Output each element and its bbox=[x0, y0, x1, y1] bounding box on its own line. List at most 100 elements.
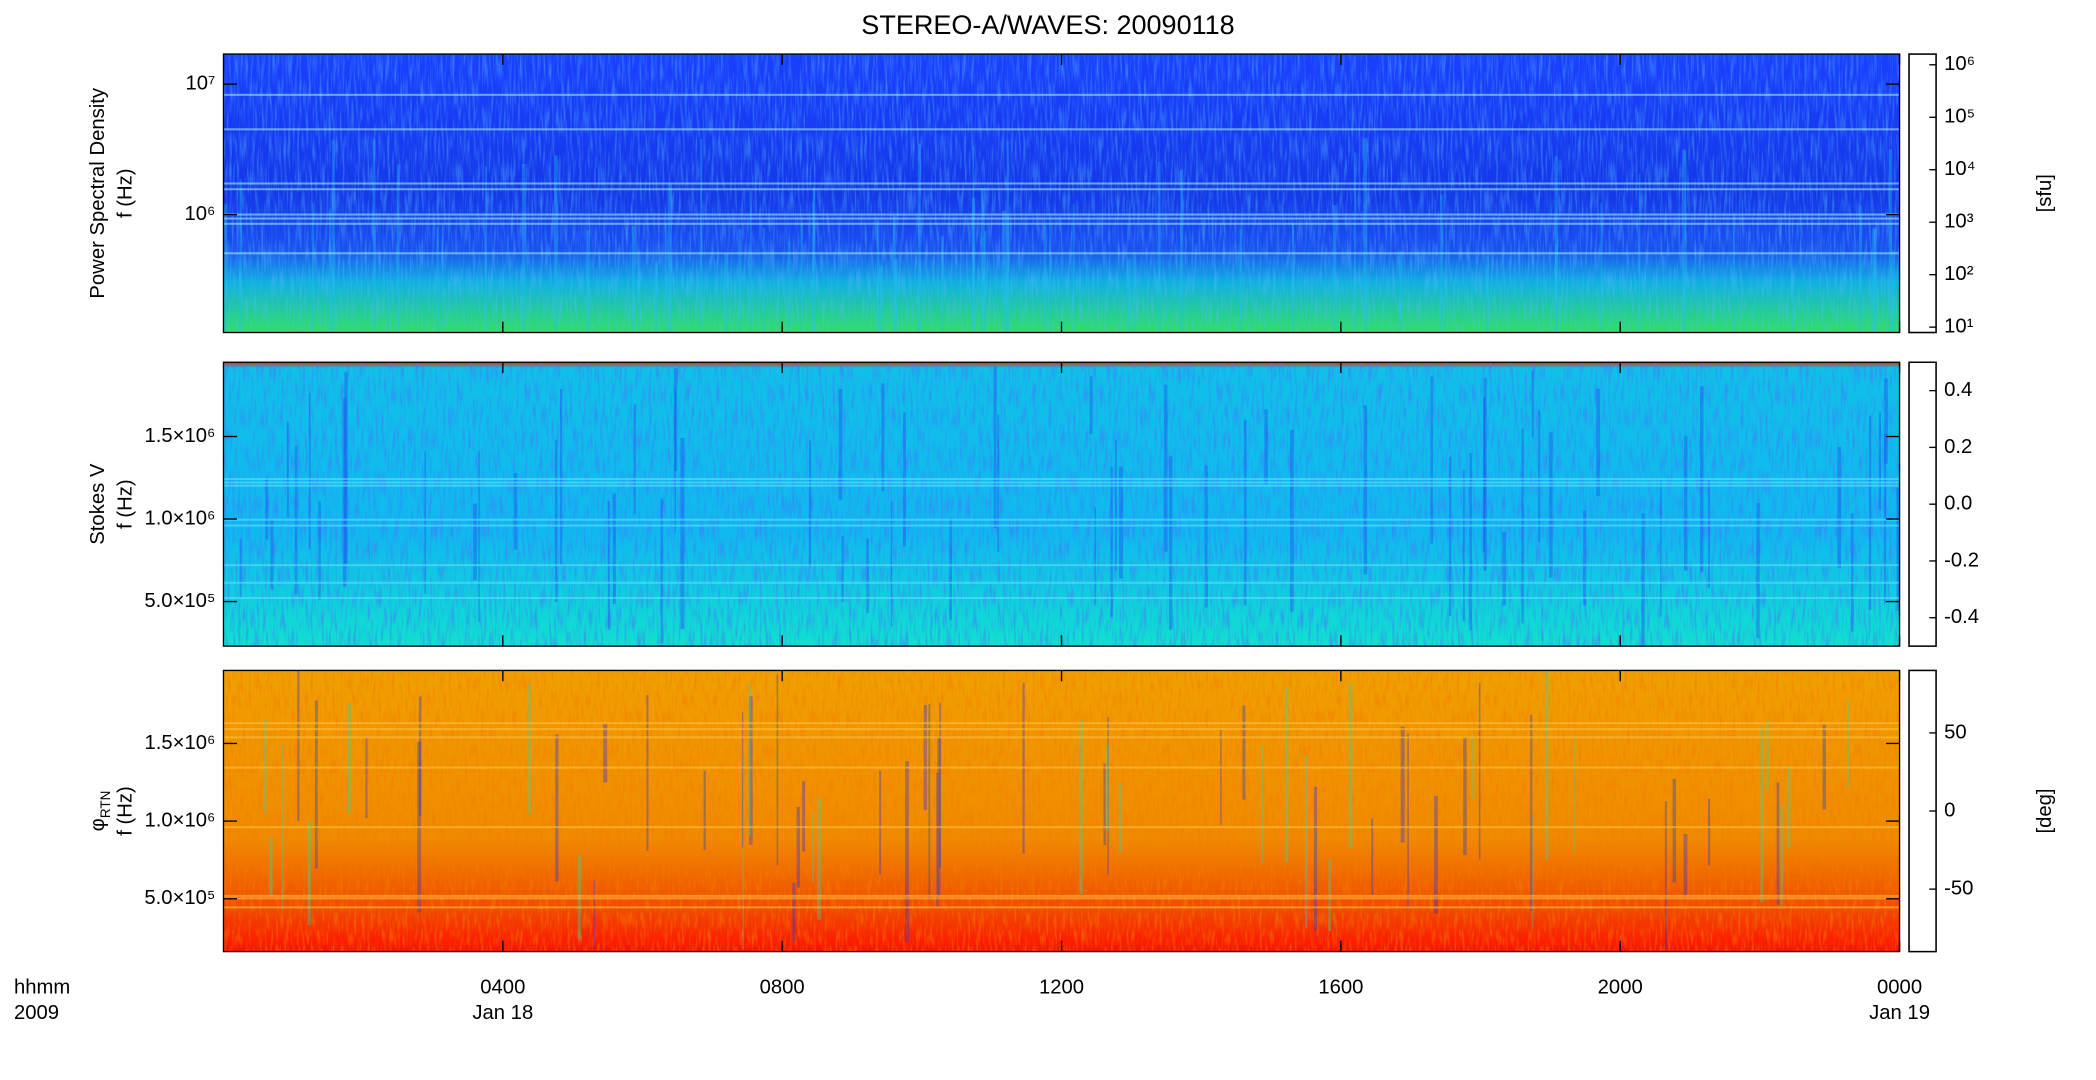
spectrogram-streak bbox=[1407, 733, 1409, 908]
spectrogram-streak bbox=[749, 190, 752, 333]
spectrogram-streak bbox=[1348, 683, 1353, 849]
spectrogram-streak bbox=[1002, 211, 1005, 333]
spectrogram-streak bbox=[297, 670, 300, 822]
spectrogram-streak bbox=[1873, 228, 1877, 333]
spectrogram-streak bbox=[346, 703, 351, 814]
spectrogram-streak bbox=[654, 261, 658, 333]
spectrogram-streak bbox=[1545, 671, 1549, 860]
spectrogram-streak bbox=[1891, 250, 1896, 333]
spectrogram-streak bbox=[1157, 161, 1161, 333]
spectrogram-streak bbox=[792, 882, 796, 942]
spectrogram-streak bbox=[473, 503, 478, 581]
spectrogram-streak bbox=[984, 230, 986, 333]
spectrogram-streak bbox=[1133, 252, 1137, 333]
spectrogram-streak bbox=[1478, 683, 1481, 860]
spectrogram-band bbox=[223, 897, 1900, 900]
spectrogram-streak bbox=[703, 770, 706, 850]
spectrogram-streak bbox=[1313, 787, 1318, 931]
spectrogram-streak bbox=[741, 711, 744, 848]
spectrogram-streak bbox=[1363, 138, 1368, 333]
spectrogram-streak bbox=[478, 451, 480, 622]
spectrogram-streak bbox=[1448, 456, 1452, 616]
spectrogram-streak bbox=[265, 477, 269, 540]
spectrogram-streak bbox=[866, 538, 869, 614]
spectrogram-streak bbox=[1756, 503, 1760, 639]
spectrogram-streak bbox=[1837, 446, 1842, 568]
spectrogram-streak bbox=[1244, 419, 1247, 606]
spectrogram-streak bbox=[527, 684, 532, 815]
spectrogram-streak bbox=[1115, 439, 1117, 571]
y-axis-label: Power Spectral Density bbox=[87, 87, 109, 298]
colorbar-tick-label: 10² bbox=[1944, 263, 1974, 285]
spectrogram-streak bbox=[742, 757, 744, 950]
colorbar-frame bbox=[1908, 53, 1937, 334]
spectrogram-streak bbox=[1430, 376, 1433, 544]
spectrogram-streak bbox=[344, 371, 348, 564]
spectrogram-streak bbox=[270, 519, 274, 590]
spectrogram-band bbox=[223, 222, 1900, 225]
y-axis-label: Stokes V bbox=[87, 463, 109, 545]
spectrogram-streak bbox=[560, 388, 563, 565]
x-tick-label: 0800 bbox=[760, 976, 805, 998]
spectrogram-streak bbox=[876, 219, 880, 333]
spectrogram-streak bbox=[1600, 202, 1603, 333]
spectrogram-streak bbox=[593, 880, 596, 949]
spectrogram-streak bbox=[1486, 255, 1490, 333]
y-tick-label: 10⁶ bbox=[184, 203, 215, 225]
spectrogram-streak bbox=[673, 368, 678, 471]
spectrogram-streak bbox=[555, 734, 559, 882]
spectrogram-streak bbox=[239, 538, 242, 598]
spectrogram-streak bbox=[612, 493, 616, 605]
spectrogram-streak bbox=[1482, 397, 1486, 553]
spectrogram-streak bbox=[1682, 149, 1687, 333]
spectrogram-streak bbox=[1284, 687, 1289, 863]
spectrogram-streak bbox=[800, 224, 803, 333]
spectrogram-streak bbox=[554, 155, 558, 333]
spectrogram-streak bbox=[748, 684, 751, 836]
y-tick-label: 5.0×10⁵ bbox=[144, 590, 215, 612]
spectrogram-band bbox=[223, 188, 1900, 191]
spectrogram-streak bbox=[1531, 815, 1534, 929]
spectrogram-texture bbox=[223, 670, 1900, 952]
spectrogram-streak bbox=[331, 139, 335, 333]
x-date-label: Jan 19 bbox=[1869, 1002, 1930, 1024]
spectrogram-streak bbox=[1043, 225, 1046, 333]
spectrogram-streak bbox=[614, 275, 617, 333]
spectrogram-streak bbox=[1780, 804, 1784, 906]
spectrogram-streak bbox=[881, 383, 885, 492]
spectrogram-streak bbox=[664, 224, 667, 333]
spectrogram-streak bbox=[1169, 456, 1173, 630]
spectrogram-band bbox=[223, 906, 1900, 909]
y-axis-label-text: φ bbox=[87, 818, 109, 831]
spectrogram-streak bbox=[749, 696, 753, 845]
spectrogram-streak bbox=[1872, 228, 1876, 333]
spectrogram-band bbox=[223, 182, 1900, 185]
spectrogram-band bbox=[223, 524, 1900, 527]
spectrogram-streak bbox=[1006, 140, 1009, 333]
spectrogram-streak bbox=[1126, 258, 1131, 333]
spectrogram-streak bbox=[1049, 212, 1051, 333]
colorbar-tick-label: 0.4 bbox=[1944, 379, 1972, 401]
spectrogram-streak bbox=[646, 694, 649, 852]
spectrogram-streak bbox=[1732, 213, 1735, 333]
spectrogram-streak bbox=[879, 266, 883, 333]
spectrogram-streak bbox=[1469, 453, 1472, 631]
colorbar-tick-label: 10⁶ bbox=[1944, 53, 1975, 75]
spectrogram-streak bbox=[674, 387, 677, 533]
spectrogram-streak bbox=[1119, 466, 1123, 579]
spectrogram-streak bbox=[1261, 745, 1264, 863]
y-axis-label-sub: RTN bbox=[97, 791, 112, 819]
spectrogram-streak bbox=[372, 138, 376, 333]
spectrogram-streak bbox=[521, 163, 526, 333]
spectrogram-streak bbox=[993, 366, 997, 529]
x-tick-label: 0000 bbox=[1877, 976, 1922, 998]
spectrogram-streak bbox=[787, 241, 791, 333]
spectrogram-streak bbox=[941, 236, 944, 333]
spectrogram-streak bbox=[436, 226, 439, 333]
spectrogram-streak bbox=[485, 166, 488, 333]
y-axis-label: f (Hz) bbox=[115, 169, 137, 219]
x-date-label: Jan 18 bbox=[472, 1002, 533, 1024]
spectrogram-streak bbox=[1094, 507, 1097, 606]
colorbar-tick-label: -0.2 bbox=[1944, 549, 1979, 571]
spectrogram-streak bbox=[311, 203, 314, 333]
